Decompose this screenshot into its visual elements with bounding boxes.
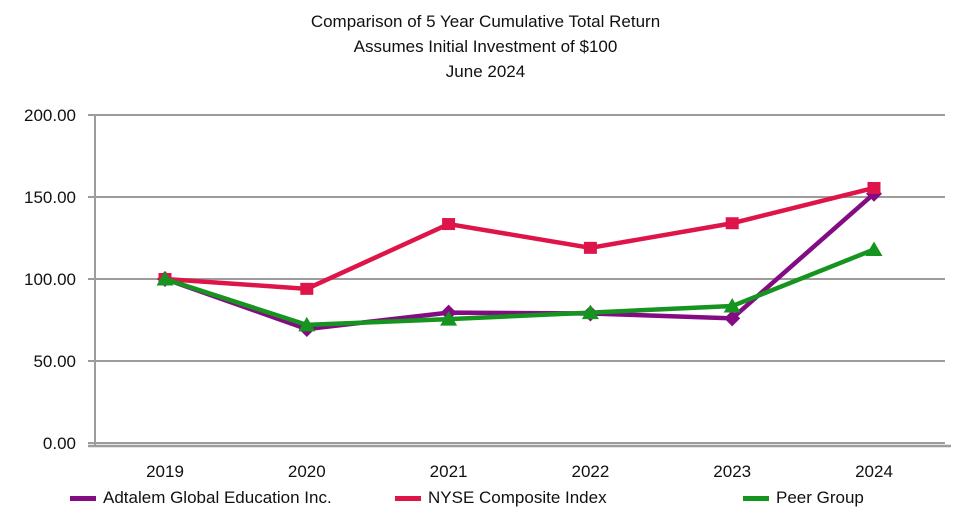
- data-point-triangle: [865, 241, 883, 256]
- data-point-triangle: [440, 311, 458, 326]
- chart-legend: Adtalem Global Education Inc. NYSE Compo…: [0, 487, 971, 511]
- data-point-triangle: [581, 304, 599, 320]
- legend-label: Adtalem Global Education Inc.: [103, 488, 332, 507]
- legend-line-swatch: [395, 495, 421, 501]
- y-axis-tick-label: 100.00: [24, 270, 76, 289]
- series-line: [164, 185, 875, 292]
- y-axis-tick-label: 150.00: [24, 188, 76, 207]
- chart-subtitle: Assumes Initial Investment of $100: [353, 37, 618, 56]
- data-point-square: [583, 241, 597, 254]
- legend-item-peer-group: Peer Group: [743, 487, 864, 509]
- legend-line-swatch: [743, 495, 769, 501]
- x-axis-tick-label: 2023: [713, 462, 751, 481]
- chart-title: Comparison of 5 Year Cumulative Total Re…: [310, 12, 661, 31]
- data-point-triangle: [723, 298, 741, 313]
- chart-date: June 2024: [445, 62, 526, 81]
- data-point-triangle: [298, 316, 316, 332]
- data-point-square: [867, 181, 881, 194]
- legend-line-swatch: [70, 495, 96, 501]
- legend-item-nyse: NYSE Composite Index: [395, 487, 607, 509]
- data-point-square: [300, 282, 314, 295]
- data-point-square: [725, 217, 739, 230]
- y-axis-tick-label: 50.00: [33, 352, 76, 371]
- y-axis-tick-label: 200.00: [24, 106, 76, 125]
- x-axis-tick-label: 2022: [571, 462, 609, 481]
- x-axis-tick-label: 2021: [430, 462, 468, 481]
- chart-title-block: Comparison of 5 Year Cumulative Total Re…: [0, 9, 971, 84]
- legend-item-adtalem: Adtalem Global Education Inc.: [70, 487, 332, 509]
- x-axis-tick-label: 2019: [146, 462, 184, 481]
- legend-label: Peer Group: [776, 488, 864, 507]
- y-axis-tick-label: 0.00: [43, 434, 76, 453]
- data-point-triangle: [156, 271, 174, 286]
- legend-label: NYSE Composite Index: [428, 488, 607, 507]
- x-axis-tick-label: 2024: [855, 462, 893, 481]
- data-point-square: [442, 218, 456, 231]
- data-point-diamond: [724, 310, 741, 327]
- x-axis-tick-label: 2020: [288, 462, 326, 481]
- series-line: [164, 247, 875, 328]
